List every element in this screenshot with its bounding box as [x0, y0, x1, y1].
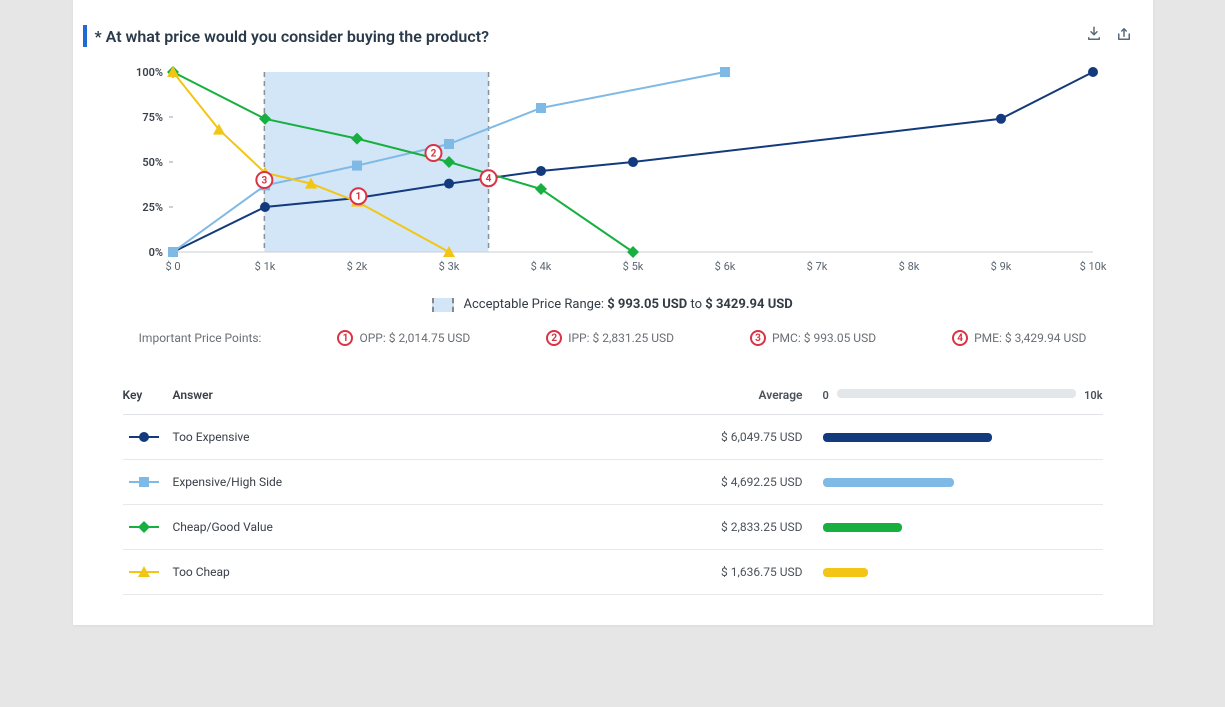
svg-text:$ 10k: $ 10k [1079, 260, 1106, 273]
price-point-text: PME: $ 3,429.94 USD [974, 331, 1086, 345]
row-bar [823, 523, 1103, 532]
table-row: Expensive/High Side $ 4,692.25 USD [123, 460, 1103, 505]
row-label: Cheap/Good Value [173, 520, 683, 534]
range-icon [432, 298, 454, 312]
row-average: $ 4,692.25 USD [683, 475, 823, 489]
price-point-badge: 1 [337, 330, 353, 346]
chart-card: * At what price would you consider buyin… [73, 0, 1153, 625]
svg-text:$ 3k: $ 3k [438, 260, 459, 273]
chart-area: 0% 25% 50% 75% 100% $ 0 $ 1k $ 2k $ 3k $ 4k $ 5k $ … [113, 62, 1113, 282]
row-label: Too Expensive [173, 430, 683, 444]
svg-text:4: 4 [485, 174, 491, 185]
price-point-badge: 4 [952, 330, 968, 346]
price-point-item: 1 OPP: $ 2,014.75 USD [337, 330, 470, 346]
row-bar [823, 568, 1103, 577]
averages-table: Key Answer Average 0 10k Too Expensive $… [123, 376, 1103, 595]
row-marker [123, 472, 173, 492]
row-bar [823, 433, 1103, 442]
th-answer: Answer [173, 388, 683, 402]
svg-text:$ 2k: $ 2k [346, 260, 367, 273]
svg-text:0%: 0% [148, 246, 162, 259]
bar-track [837, 389, 1076, 398]
price-points-row: Important Price Points: 1 OPP: $ 2,014.75… [83, 330, 1143, 346]
price-point-item: 3 PMC: $ 993.05 USD [750, 330, 876, 346]
svg-text:$ 5k: $ 5k [622, 260, 643, 273]
price-point-badge: 3 [750, 330, 766, 346]
th-key: Key [123, 388, 173, 402]
svg-text:$ 7k: $ 7k [806, 260, 827, 273]
range-high: $ 3429.94 USD [705, 297, 792, 312]
svg-text:$ 9k: $ 9k [990, 260, 1011, 273]
row-marker [123, 427, 173, 447]
svg-text:$ 1k: $ 1k [254, 260, 275, 273]
row-marker [123, 517, 173, 537]
svg-text:25%: 25% [142, 201, 163, 214]
price-point-item: 4 PME: $ 3,429.94 USD [952, 330, 1086, 346]
svg-text:1: 1 [355, 192, 361, 203]
table-row: Too Expensive $ 6,049.75 USD [123, 415, 1103, 460]
price-point-text: PMC: $ 993.05 USD [772, 331, 876, 345]
svg-text:50%: 50% [142, 156, 163, 169]
bar-max-label: 10k [1084, 389, 1102, 402]
th-bar: 0 10k [823, 389, 1103, 402]
title-block: * At what price would you consider buyin… [83, 25, 489, 47]
download-icon[interactable] [1085, 25, 1103, 43]
range-low: $ 993.05 USD [607, 297, 687, 312]
row-label: Too Cheap [173, 565, 683, 579]
price-point-text: OPP: $ 2,014.75 USD [359, 331, 470, 345]
export-icon[interactable] [1115, 25, 1133, 43]
price-point-badge: 2 [546, 330, 562, 346]
title-accent-bar [83, 25, 87, 47]
row-marker [123, 562, 173, 582]
row-bar [823, 478, 1103, 487]
header-row: * At what price would you consider buyin… [83, 25, 1143, 47]
table-header: Key Answer Average 0 10k [123, 376, 1103, 415]
range-legend: Acceptable Price Range: $ 993.05 USD to … [83, 297, 1143, 312]
chart-title: * At what price would you consider buyin… [95, 27, 489, 46]
svg-text:75%: 75% [142, 111, 163, 124]
table-row: Cheap/Good Value $ 2,833.25 USD [123, 505, 1103, 550]
row-average: $ 6,049.75 USD [683, 430, 823, 444]
svg-text:100%: 100% [136, 66, 163, 79]
svg-text:$ 6k: $ 6k [714, 260, 735, 273]
svg-text:$ 0: $ 0 [165, 260, 180, 273]
range-label: Acceptable Price Range: [464, 297, 604, 312]
svg-text:3: 3 [261, 176, 267, 187]
row-average: $ 2,833.25 USD [683, 520, 823, 534]
th-average: Average [683, 388, 823, 402]
line-chart: 0% 25% 50% 75% 100% $ 0 $ 1k $ 2k $ 3k $ 4k $ 5k $ … [113, 62, 1113, 282]
row-average: $ 1,636.75 USD [683, 565, 823, 579]
row-label: Expensive/High Side [173, 475, 683, 489]
svg-text:2: 2 [430, 149, 436, 160]
svg-text:$ 4k: $ 4k [530, 260, 551, 273]
table-row: Too Cheap $ 1,636.75 USD [123, 550, 1103, 595]
price-points-label: Important Price Points: [139, 331, 262, 345]
svg-text:$ 8k: $ 8k [898, 260, 919, 273]
range-conn: to [690, 297, 702, 312]
price-point-item: 2 IPP: $ 2,831.25 USD [546, 330, 674, 346]
bar-min-label: 0 [823, 389, 829, 402]
price-point-text: IPP: $ 2,831.25 USD [568, 331, 674, 345]
chart-actions [1085, 25, 1133, 43]
